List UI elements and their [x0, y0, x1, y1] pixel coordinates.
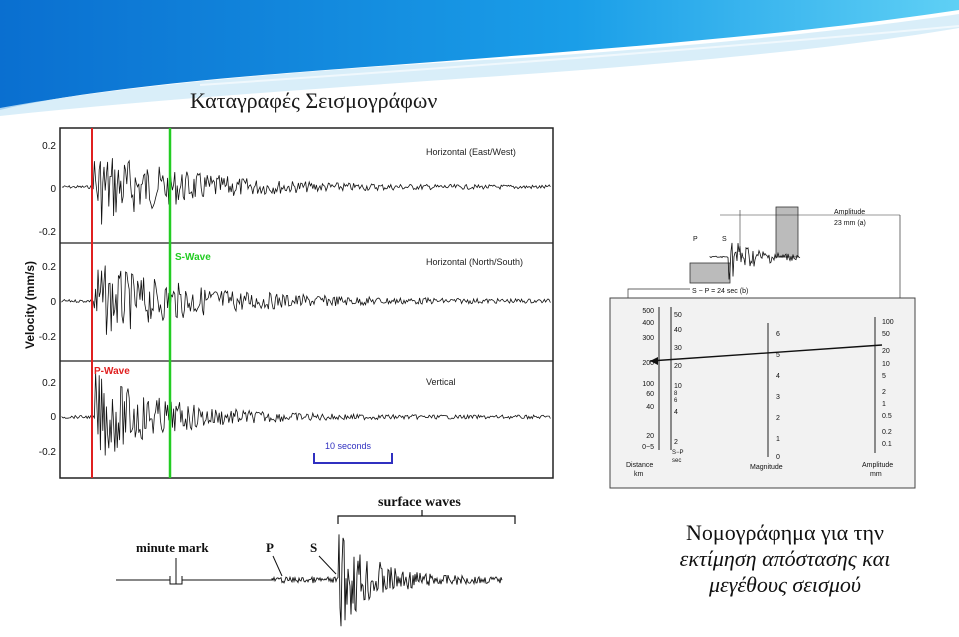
amplitude-tick: 5: [882, 373, 886, 380]
sp-tick: 50: [674, 312, 682, 319]
scale-label: 10 seconds: [325, 441, 372, 451]
distance-axis-unit: km: [634, 471, 644, 478]
sp-tick: 10: [674, 383, 682, 390]
distance-tick: 40: [646, 404, 654, 411]
p-label: P: [266, 540, 274, 555]
p-wave-label: P-Wave: [94, 366, 130, 377]
distance-tick: 400: [642, 320, 654, 327]
tick-label: 0: [50, 412, 56, 423]
p-marker: P: [693, 236, 698, 243]
magnitude-tick: 3: [776, 394, 780, 401]
sp-tick: 30: [674, 345, 682, 352]
seismogram-figure: Velocity (mm/s) 0.2 0 -0.2 0.2 0 -0.2 0.…: [20, 125, 560, 481]
tick-label: 0.2: [42, 378, 56, 389]
magnitude-axis-label: Magnitude: [750, 464, 783, 471]
channel-label-1: Horizontal (East/West): [426, 147, 516, 157]
amplitude-axis-label: Amplitude: [862, 462, 893, 469]
slide-caption: Νομογράφημα για την εκτίμηση απόστασης κ…: [640, 520, 930, 598]
sp-axis-label: S−P: [672, 450, 684, 456]
y-axis-label: Velocity (mm/s): [23, 261, 37, 349]
magnitude-tick: 4: [776, 373, 780, 380]
tick-label: 0: [50, 297, 56, 308]
tick-label: 0.2: [42, 141, 56, 152]
nomogram-chart: [610, 298, 915, 488]
amplitude-title: Amplitude: [834, 209, 865, 216]
sp-tick: 40: [674, 327, 682, 334]
distance-tick: 60: [646, 391, 654, 398]
caption-line: μεγέθους σεισμού: [640, 572, 930, 598]
amplitude-tick: 100: [882, 319, 894, 326]
tick-label: 0: [50, 184, 56, 195]
amplitude-tick: 1: [882, 401, 886, 408]
channel-label-2: Horizontal (North/South): [426, 257, 523, 267]
distance-tick: 500: [642, 308, 654, 315]
tick-label: 0.2: [42, 262, 56, 273]
sp-tick: 2: [674, 439, 678, 446]
sp-tick: 4: [674, 409, 678, 416]
amplitude-tick: 2: [882, 389, 886, 396]
s-label: S: [310, 540, 317, 555]
magnitude-tick: 1: [776, 436, 780, 443]
distance-tick: 100: [642, 381, 654, 388]
magnitude-tick: 2: [776, 415, 780, 422]
s-marker: S: [722, 236, 727, 243]
amplitude-tick: 0.1: [882, 441, 892, 448]
amplitude-tick: 0.5: [882, 413, 892, 420]
surface-waves-figure: surface waves minute mark P S: [110, 488, 530, 633]
distance-tick: 20: [646, 433, 654, 440]
minute-mark-label: minute mark: [136, 540, 209, 555]
magnitude-tick: 0: [776, 454, 780, 461]
nomogram-figure: P S Amplitude 23 mm (a) S − P = 24 sec (…: [600, 195, 935, 495]
amplitude-tick: 10: [882, 361, 890, 368]
sp-tick: 20: [674, 363, 682, 370]
distance-tick: 300: [642, 335, 654, 342]
channel-label-3: Vertical: [426, 377, 456, 387]
amplitude-axis-unit: mm: [870, 471, 882, 478]
surface-waves-label: surface waves: [378, 495, 461, 510]
amplitude-tick: 0.2: [882, 429, 892, 436]
magnitude-tick: 6: [776, 331, 780, 338]
amplitude-value: 23 mm (a): [834, 220, 866, 227]
tick-label: -0.2: [39, 227, 57, 238]
slide-title: Καταγραφές Σεισμογράφων: [190, 88, 437, 114]
amplitude-tick: 20: [882, 348, 890, 355]
plot-frame: [60, 128, 553, 478]
distance-axis-label: Distance: [626, 462, 653, 469]
sp-value: S − P = 24 sec (b): [692, 288, 748, 295]
distance-tick: 0−5: [642, 444, 654, 451]
tick-label: -0.2: [39, 332, 57, 343]
caption-line: Νομογράφημα για την: [640, 520, 930, 546]
amplitude-tick: 50: [882, 331, 890, 338]
tick-label: -0.2: [39, 447, 57, 458]
s-wave-label: S-Wave: [175, 252, 211, 263]
header-banner: [0, 0, 959, 120]
caption-line: εκτίμηση απόστασης και: [640, 546, 930, 572]
magnitude-tick: 5: [776, 352, 780, 359]
sp-axis-unit: sec: [672, 458, 681, 464]
